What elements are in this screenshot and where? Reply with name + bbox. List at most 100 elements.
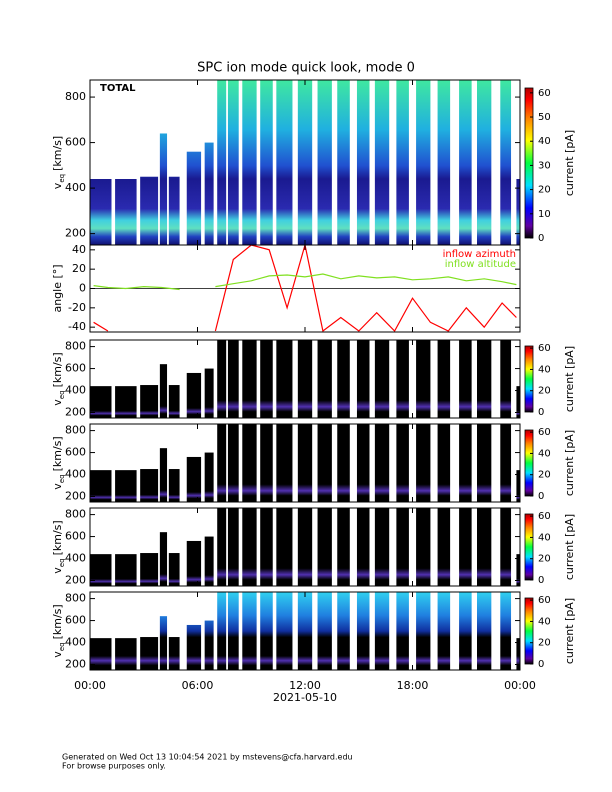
spectrogram-column: [140, 385, 159, 418]
colorbar: [524, 597, 534, 665]
spectrogram-column: [115, 386, 137, 418]
colorbar: [524, 87, 534, 239]
colorbar-tick-label: 60: [538, 88, 551, 99]
spectrogram-column: [437, 424, 451, 502]
colorbar-tick-label: 60: [538, 427, 551, 438]
colorbar: [524, 345, 534, 413]
spectrogram-column: [115, 638, 137, 670]
y-tick-label: 400: [65, 181, 86, 194]
spectrogram-column: [459, 424, 472, 502]
spectrogram-column: [159, 616, 168, 670]
spectrogram-column: [186, 540, 202, 586]
x-tick-label: 06:00: [182, 679, 214, 692]
spectrogram-column: [437, 340, 451, 418]
spectrogram-column: [516, 386, 520, 418]
spectrogram-column: [317, 340, 332, 418]
x-tick-label: 00:00: [74, 679, 106, 692]
spectrogram-column: [297, 340, 313, 418]
y-tick-label: 600: [65, 136, 86, 149]
y-axis-label-main: v: [51, 567, 64, 574]
spectrogram-column: [356, 424, 370, 502]
spectrogram-column: [204, 452, 214, 502]
spectrogram-column: [516, 470, 520, 502]
spectrogram-column: [217, 424, 227, 502]
colorbar-label: current [pA]: [563, 430, 576, 496]
y-axis-label: angle [°]: [51, 264, 64, 312]
panel-label: B sensor: [100, 427, 149, 438]
y-axis-label-sub: eq: [58, 474, 66, 483]
spectrogram-column: [140, 469, 159, 502]
spectrogram-column: [204, 368, 214, 418]
spectrogram-column: [477, 340, 492, 418]
spectrogram-column: [396, 80, 409, 245]
spectrogram-column: [276, 508, 293, 586]
spectrogram-column: [159, 133, 168, 245]
spectrogram-column: [317, 424, 332, 502]
spectrogram-column: [477, 592, 492, 670]
spectrogram-column: [140, 637, 159, 670]
colorbar-tick-label: 0: [538, 407, 544, 418]
spectrogram-column: [437, 508, 451, 586]
y-tick-label: 800: [65, 340, 86, 353]
y-tick-label: 600: [65, 614, 86, 627]
series-line: [93, 245, 517, 332]
spectrogram-column: [337, 340, 350, 418]
colorbar-tick-label: 20: [538, 638, 551, 649]
colorbar-tick-label: 40: [538, 616, 551, 627]
spectrogram-column: [356, 508, 370, 586]
y-tick-label: 800: [65, 508, 86, 521]
spectrogram-column: [297, 424, 313, 502]
spectrogram-column: [217, 80, 227, 245]
spectrogram-column: [217, 508, 227, 586]
spectrogram-column: [186, 456, 202, 502]
spectrogram-column: [374, 508, 390, 586]
spectrogram-column: [516, 179, 520, 245]
colorbar-tick-label: 40: [538, 136, 551, 147]
spectrogram-column: [374, 80, 390, 245]
spectrogram-column: [317, 508, 332, 586]
spectrogram-column: [356, 80, 370, 245]
y-axis-label-main: v: [51, 483, 64, 490]
colorbar: [524, 513, 534, 581]
y-tick-label: 400: [65, 468, 86, 481]
colorbar-tick-label: 50: [538, 112, 551, 123]
colorbar-tick-label: 20: [538, 386, 551, 397]
spectrogram-column: [337, 592, 350, 670]
colorbar-label: current [pA]: [563, 514, 576, 580]
spectrogram-column: [90, 386, 112, 418]
spectrogram-column: [396, 508, 409, 586]
spectrogram-column: [297, 508, 313, 586]
spectrogram-column: [374, 424, 390, 502]
legend-entry: inflow altitude: [445, 259, 516, 270]
spectrogram-column: [204, 620, 214, 670]
spectrogram-column: [242, 424, 257, 502]
y-tick-label: 600: [65, 530, 86, 543]
spectrogram-column: [356, 340, 370, 418]
y-axis-label-unit: [km/s]: [51, 604, 64, 639]
y-tick-label: -20: [68, 301, 86, 314]
y-tick-label: -40: [68, 320, 86, 333]
legend-entry: inflow azimuth: [443, 249, 516, 260]
y-axis-label: veq [km/s]: [51, 436, 66, 489]
spectrogram-column: [260, 424, 273, 502]
panel-label: TOTAL: [100, 83, 136, 94]
spectrogram-column: [242, 592, 257, 670]
spectrogram-column: [396, 424, 409, 502]
spectrogram-column: [396, 340, 409, 418]
y-axis-label-sub: eq: [58, 174, 66, 183]
colorbar: [524, 429, 534, 497]
spectrogram-column: [115, 554, 137, 586]
x-tick-label: 12:00: [289, 679, 321, 692]
y-tick-label: 600: [65, 446, 86, 459]
y-tick-label: 200: [65, 490, 86, 503]
y-tick-label: 400: [65, 552, 86, 565]
spectrogram-column: [217, 340, 227, 418]
spectrogram-column: [168, 385, 180, 418]
spectrogram-column: [416, 80, 431, 245]
spectrogram-column: [276, 80, 293, 245]
spectrogram-column: [337, 508, 350, 586]
spectrogram-column: [477, 424, 492, 502]
x-tick-label: 18:00: [397, 679, 429, 692]
colorbar-tick-label: 20: [538, 470, 551, 481]
y-axis-label: veq [km/s]: [51, 520, 66, 573]
